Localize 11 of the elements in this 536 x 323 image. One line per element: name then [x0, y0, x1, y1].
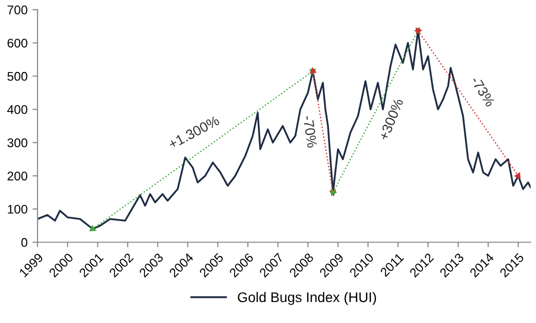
- y-tick-label: 100: [8, 204, 28, 214]
- y-tick-label: 700: [8, 5, 28, 14]
- y-tick-label: 600: [8, 38, 28, 48]
- annotation: -70%: [303, 115, 318, 148]
- legend-label: Gold Bugs Index (HUI): [238, 292, 376, 305]
- y-tick-label: 200: [8, 172, 28, 180]
- y-tick-label: 300: [7, 138, 28, 148]
- y-tick-label: 0: [21, 238, 28, 247]
- y-tick-label: 400: [7, 105, 28, 114]
- annotation: +300%: [378, 98, 404, 141]
- y-tick-label: 500: [7, 72, 28, 81]
